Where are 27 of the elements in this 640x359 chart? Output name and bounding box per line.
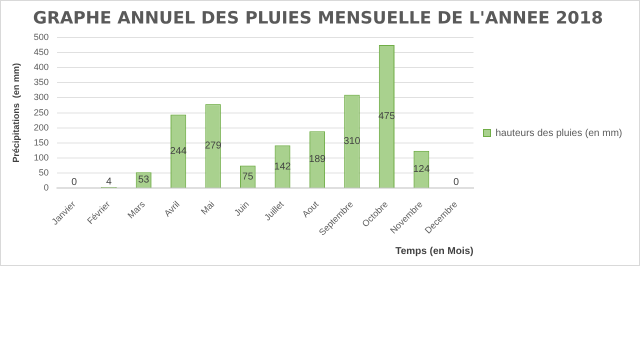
data-label: 0: [71, 176, 78, 188]
x-axis-title: Temps (en Mois): [395, 246, 474, 257]
y-tick-label: 0: [44, 182, 49, 193]
data-label: 124: [413, 164, 430, 176]
x-tick-label: Juin: [232, 199, 251, 218]
legend-label: hauteurs des pluies (en mm): [496, 128, 622, 139]
y-tick-label: 300: [34, 92, 49, 102]
data-label: 279: [204, 140, 222, 152]
data-label: 0: [453, 176, 460, 188]
y-tick-label: 350: [34, 77, 49, 88]
data-label: 75: [242, 171, 254, 182]
y-tick-label: 100: [34, 152, 49, 163]
y-tick-label: 400: [34, 62, 49, 72]
y-tick-label: 150: [34, 137, 49, 148]
data-label: 189: [308, 154, 326, 166]
data-label: 4: [106, 176, 112, 188]
data-label: 310: [344, 136, 361, 147]
y-tick-label: 200: [34, 122, 49, 132]
data-label: 142: [274, 161, 292, 172]
y-tick-label: 250: [34, 107, 49, 118]
y-tick-label: 500: [34, 32, 49, 42]
chart-title: GRAPHE ANNUEL DES PLUIES MENSUELLE DE L'ANNEE 2018: [32, 8, 604, 29]
data-label: 53: [138, 174, 150, 186]
y-axis-title: Précipitations (en mm): [10, 63, 21, 163]
x-tick-label: Mai: [198, 199, 216, 216]
y-tick-label: 50: [38, 168, 49, 178]
y-tick-label: 450: [34, 46, 49, 57]
